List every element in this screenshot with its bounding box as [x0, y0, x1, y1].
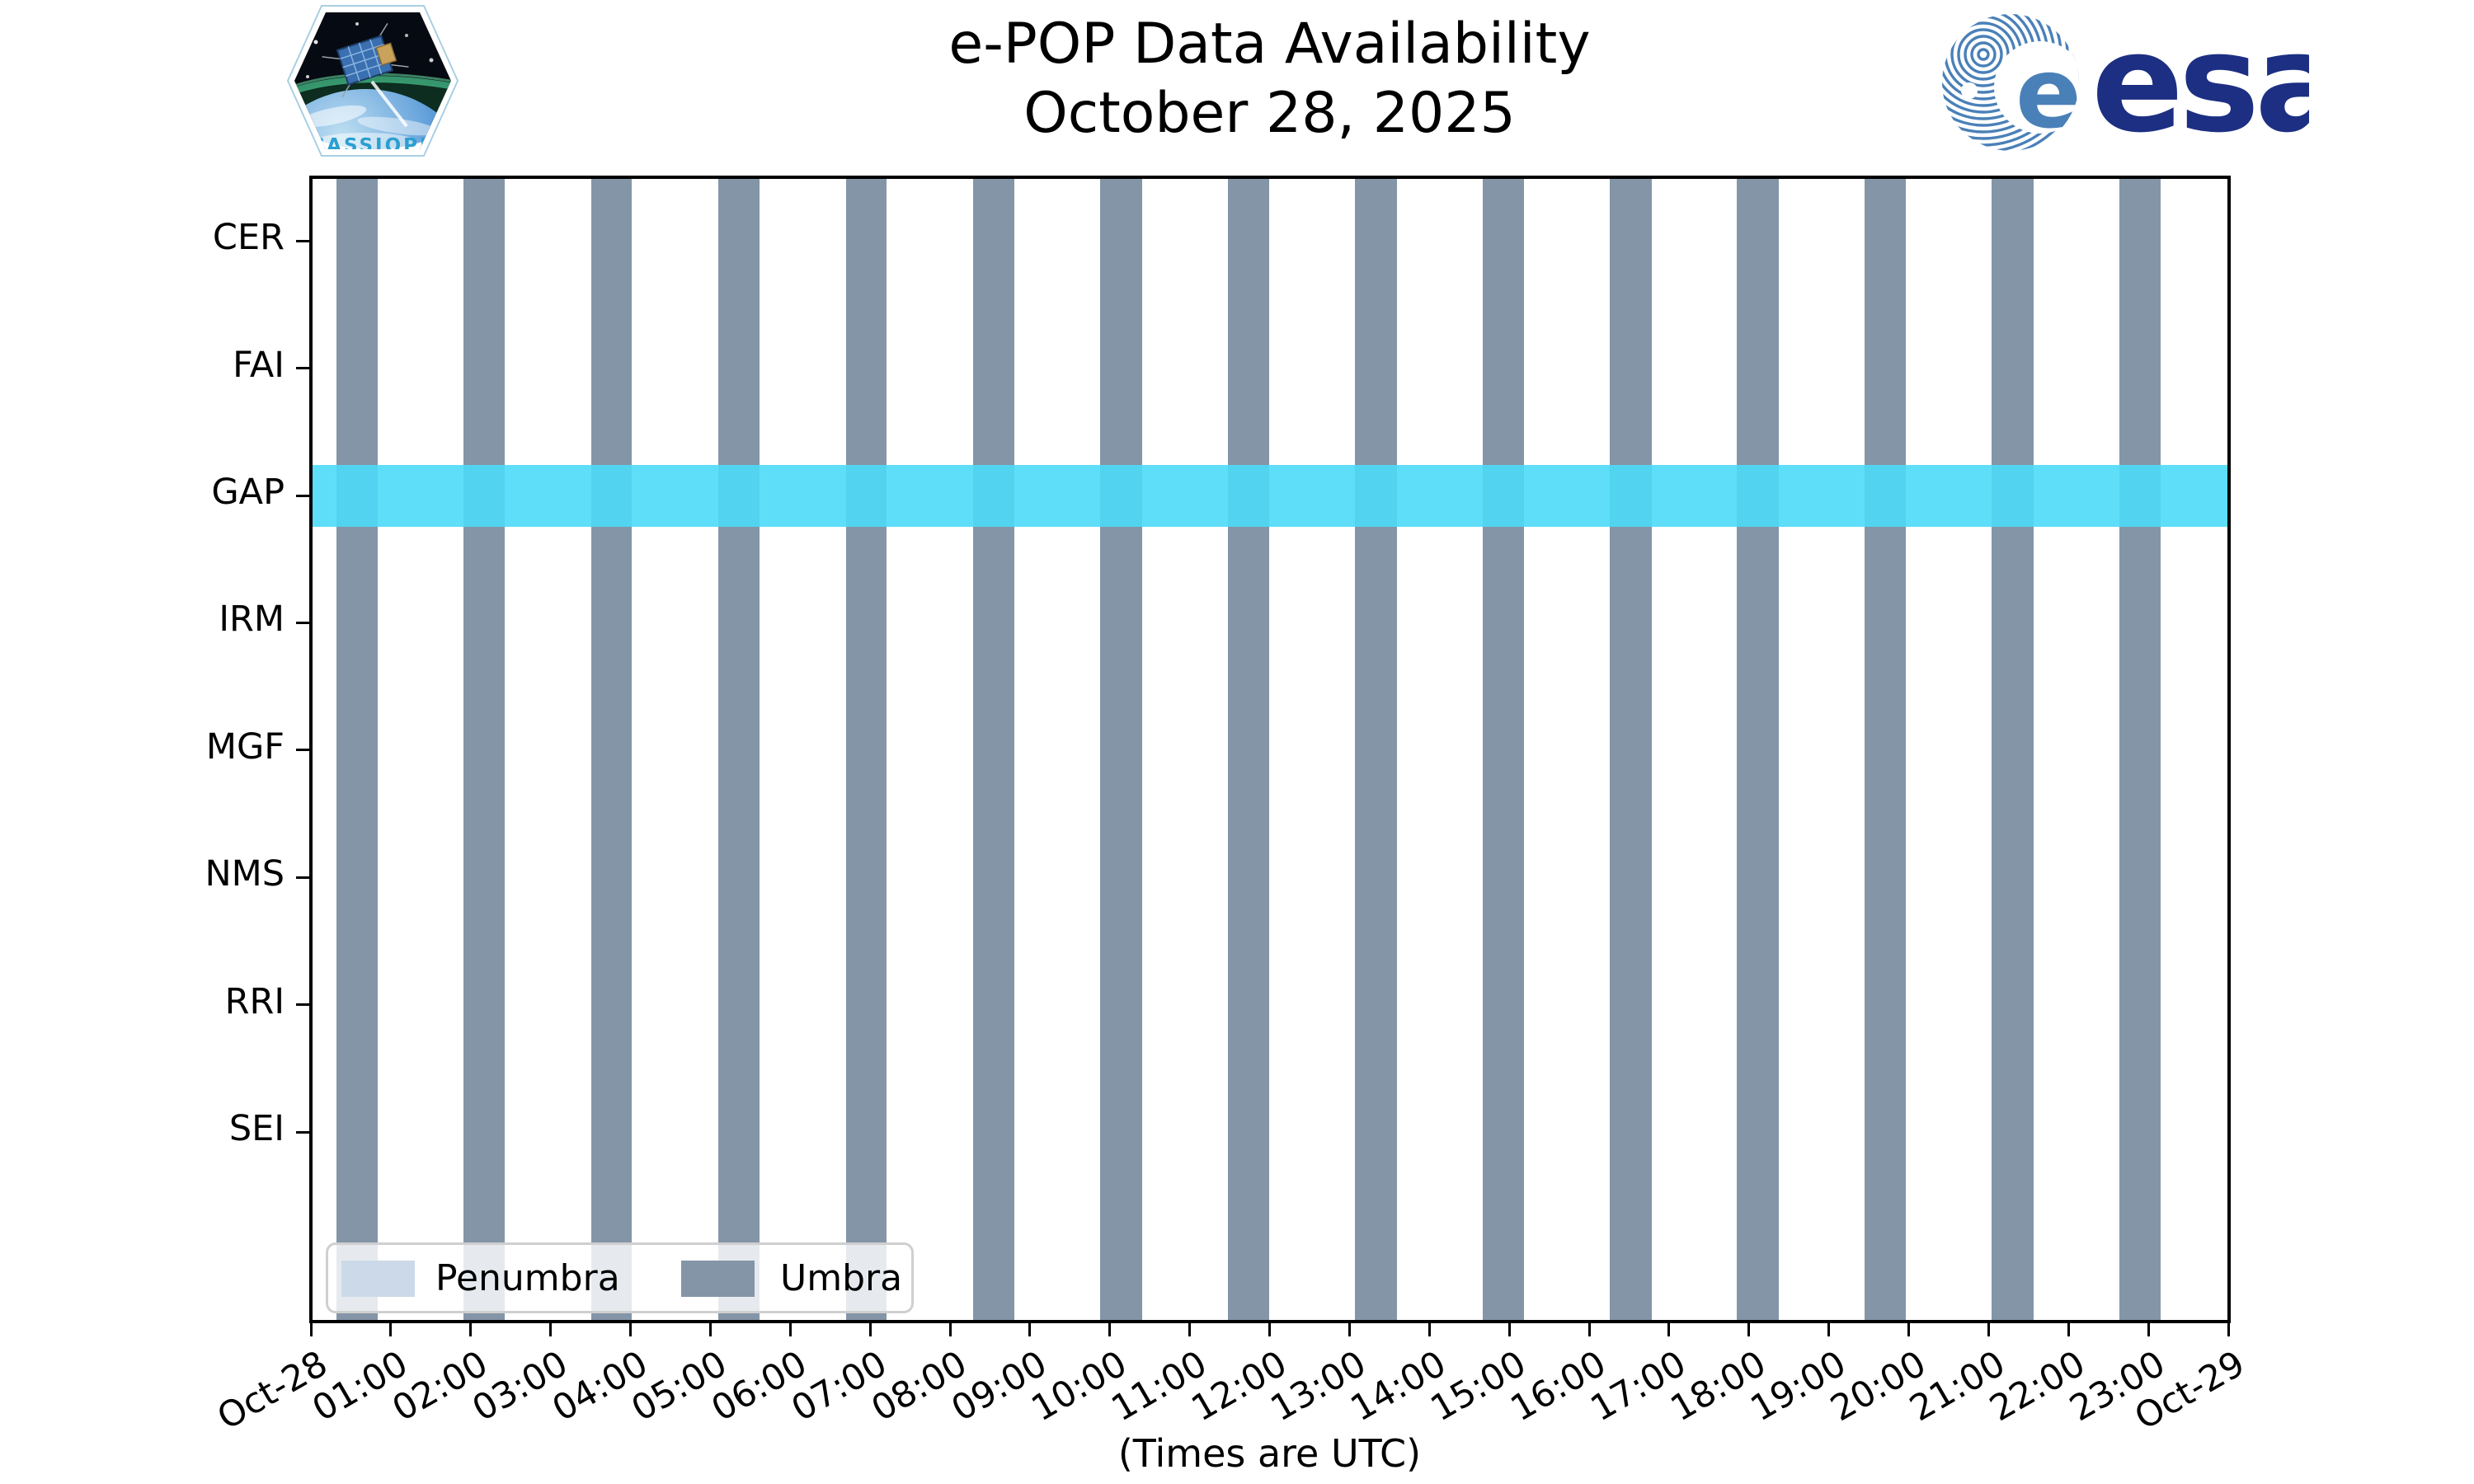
x-axis-tick	[1747, 1323, 1751, 1336]
y-axis-tick	[296, 876, 309, 879]
umbra-bar	[1100, 179, 1142, 1320]
y-axis-tick	[296, 749, 309, 752]
esa-logo-graphic: e esa	[1942, 4, 2346, 162]
x-axis-tick	[1427, 1323, 1431, 1336]
x-axis-tick	[1507, 1323, 1511, 1336]
x-axis-tick	[2227, 1323, 2230, 1336]
y-axis-tick	[296, 494, 309, 497]
cassiope-logo-graphic: CASSIOPE	[286, 5, 459, 157]
y-axis-label-irm: IRM	[219, 599, 285, 641]
y-axis-tick	[296, 239, 309, 242]
x-axis-tick	[948, 1323, 952, 1336]
x-axis-tick	[629, 1323, 632, 1336]
x-axis-tick	[2067, 1323, 2070, 1336]
umbra-bar	[463, 179, 506, 1320]
legend-penumbra-swatch	[341, 1261, 415, 1297]
umbra-bar	[1737, 179, 1779, 1320]
umbra-bar	[1992, 179, 2034, 1320]
legend-penumbra-label: Penumbra	[435, 1256, 620, 1299]
umbra-bar	[1483, 179, 1524, 1320]
x-axis-tick	[1587, 1323, 1591, 1336]
umbra-bar	[336, 179, 379, 1320]
y-axis-label-gap: GAP	[211, 472, 285, 513]
x-axis-tick	[1907, 1323, 1910, 1336]
y-axis-label-nms: NMS	[205, 853, 285, 895]
x-axis-tick	[868, 1323, 872, 1336]
y-axis-label-rri: RRI	[224, 980, 285, 1022]
x-axis-tick	[1348, 1323, 1351, 1336]
legend: Penumbra Umbra	[326, 1242, 914, 1313]
esa-logo: e esa	[1938, 4, 2346, 162]
x-axis-tick	[1108, 1323, 1112, 1336]
umbra-bar	[2119, 179, 2161, 1320]
esa-wordmark: esa	[2091, 7, 2309, 157]
chart-title-line1: e-POP Data Availability	[948, 12, 1591, 77]
umbra-bar	[846, 179, 887, 1320]
y-axis-label-cer: CER	[212, 217, 285, 259]
cassiope-mission-patch-logo: CASSIOPE	[283, 2, 463, 159]
x-axis-tick	[469, 1323, 473, 1336]
umbra-bar	[1865, 179, 1906, 1320]
x-axis-tick	[1028, 1323, 1032, 1336]
umbra-bar	[591, 179, 633, 1320]
y-axis-label-fai: FAI	[233, 344, 285, 386]
x-axis-tick	[1268, 1323, 1271, 1336]
x-axis-tick	[1827, 1323, 1831, 1336]
x-axis-tick	[788, 1323, 792, 1336]
y-axis-tick	[296, 621, 309, 624]
x-axis-tick	[549, 1323, 553, 1336]
umbra-bar	[718, 179, 760, 1320]
esa-globe-letter: e	[2015, 36, 2081, 150]
chart-title-line2: October 28, 2025	[1023, 81, 1516, 146]
umbra-bar	[1610, 179, 1652, 1320]
x-axis-tick	[309, 1323, 313, 1336]
axis-units-note: (Times are UTC)	[1117, 1431, 1422, 1476]
y-axis-tick	[296, 1003, 309, 1007]
x-axis-tick	[2147, 1323, 2150, 1336]
umbra-bar	[973, 179, 1015, 1320]
y-axis-label-sei: SEI	[228, 1108, 285, 1149]
legend-umbra-swatch	[681, 1261, 755, 1297]
cassiope-logo-wordmark: CASSIOPE	[310, 135, 435, 157]
x-axis-tick	[708, 1323, 712, 1336]
x-axis-tick	[1987, 1323, 1990, 1336]
x-axis-tick	[1188, 1323, 1192, 1336]
plot-area	[313, 179, 2227, 1320]
gap-data-availability-band	[313, 464, 2227, 527]
umbra-bar	[1355, 179, 1397, 1320]
chart-title: e-POP Data Availability October 28, 2025	[311, 10, 2228, 148]
y-axis-label-mgf: MGF	[205, 726, 285, 768]
x-axis-tick	[389, 1323, 393, 1336]
umbra-bar	[1228, 179, 1269, 1320]
legend-umbra-label: Umbra	[780, 1256, 903, 1299]
y-axis-tick	[296, 1130, 309, 1134]
x-axis-tick	[1667, 1323, 1671, 1336]
y-axis-tick	[296, 367, 309, 370]
